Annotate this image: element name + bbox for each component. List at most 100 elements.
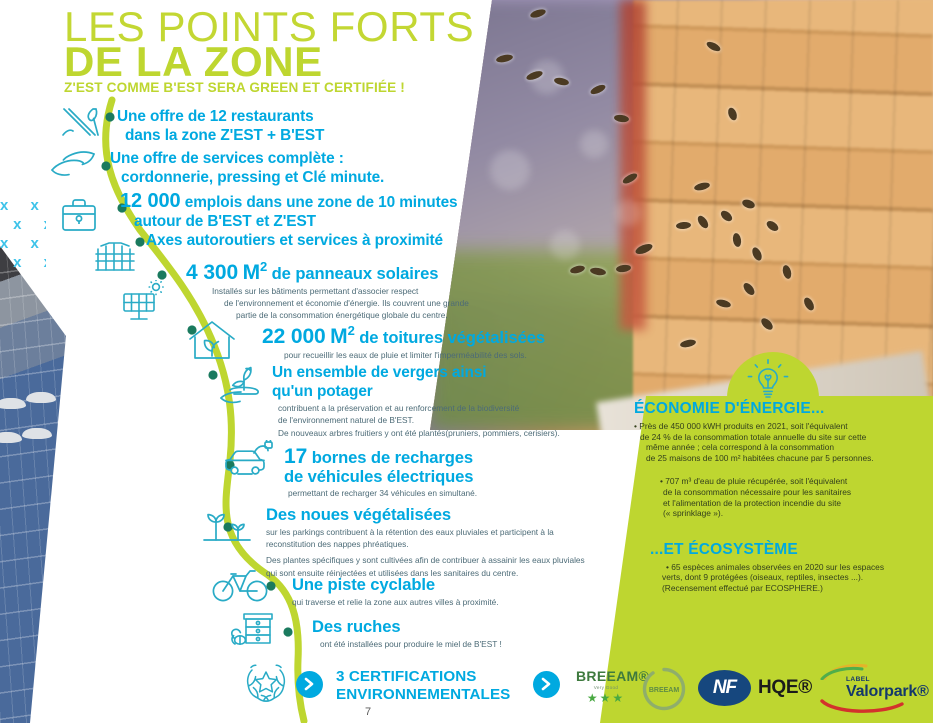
energy-p1-line4: de 25 maisons de 100 m² habitées chacune…: [646, 452, 874, 463]
x-pattern-decoration: x x x x x x x x: [0, 197, 46, 271]
hand-service-icon: [50, 150, 96, 178]
point-restaurants-line2: dans la zone Z'EST + B'EST: [125, 126, 325, 144]
certifications-label: 3 CERTIFICATIONS ENVIRONNEMENTALES: [336, 668, 510, 704]
solar-panel-photo: [0, 246, 66, 723]
point-orchards: Un ensemble de vergers ainsi qu'un potag…: [272, 364, 560, 438]
point-jobs-number: 12 000: [120, 190, 181, 212]
page-subtitle: Z'EST COMME B'EST SERA GREEN ET CERTIFIÉ…: [64, 80, 405, 95]
valorpark-swoosh-bottom: [820, 699, 904, 713]
svg-text:BREEAM: BREEAM: [649, 687, 680, 694]
hqe-wordmark: HQE®: [758, 677, 812, 698]
page-number: 7: [365, 706, 372, 718]
point-charging: 17 bornes de recharges de véhicules élec…: [284, 445, 478, 498]
sprout-hand-icon: [218, 360, 270, 408]
certifications-arrow-button-2[interactable]: [533, 671, 560, 698]
certifications-label-line2: ENVIRONNEMENTALES: [336, 686, 511, 703]
breeam-rating: Very Good: [593, 685, 619, 690]
bicycle-icon: [212, 566, 268, 604]
point-swales-heading: Des noues végétalisées: [266, 505, 452, 524]
certifications-arrow-button-1[interactable]: [296, 671, 323, 698]
point-jobs-line2: autour de B'EST et Z'EST: [134, 212, 316, 230]
energy-p2-line3: et l'alimentation de la protection incen…: [663, 497, 842, 508]
point-services-line1: Une offre de services complète :: [110, 150, 344, 167]
breeam-logo: BREEAM® Very Good ★★★: [576, 668, 650, 705]
electric-car-icon: [224, 440, 276, 482]
point-solar-number: 4 300: [186, 261, 239, 284]
point-solar-body-3: partie de la consommation énergétique gl…: [236, 310, 448, 321]
ecosystem-heading: ...ET ÉCOSYSTÈME: [650, 540, 798, 558]
point-solar-body-2: de l'environnement et économie d'énergie…: [224, 297, 469, 308]
point-jobs: 12 000 emplois dans une zone de 10 minut…: [120, 190, 458, 231]
point-green-roofs: 22 000 M2 de toitures végétalisées pour …: [262, 322, 545, 360]
point-orchards-body-3: De nouveaux arbres fruitiers y ont été p…: [278, 427, 560, 438]
nf-hqe-logo: NF HQE®: [698, 670, 812, 706]
breeam-badge-icon: BREEAM: [640, 665, 688, 713]
point-orchards-line2: qu'un potager: [272, 382, 373, 400]
energy-p1-line3: même année ; cela correspond à la consom…: [646, 442, 835, 453]
energy-heading: ÉCONOMIE D'ÉNERGIE...: [634, 400, 825, 417]
energy-panel: [600, 396, 933, 723]
solar-panel-icon: [118, 280, 166, 324]
point-swales-body-4: qui sont ensuite réinjectées et utilisée…: [266, 567, 519, 578]
point-bike-path-heading: Une piste cyclable: [292, 575, 435, 594]
cutlery-icon: [60, 106, 102, 140]
page-title-line1: LES POINTS FORTS: [64, 3, 475, 50]
point-beehives: Des ruches ont été installées pour produ…: [312, 617, 502, 649]
point-beehives-heading: Des ruches: [312, 617, 401, 636]
beehive-photo: [430, 0, 933, 430]
page-title-line2: DE LA ZONE: [64, 38, 323, 85]
point-charging-number: 17: [284, 445, 308, 468]
point-green-roofs-heading: 22 000 M2 de toitures végétalisées: [262, 322, 545, 348]
point-swales-body-2: reconstitution des nappes phréatiques.: [266, 538, 409, 549]
point-solar-text: de panneaux solaires: [271, 264, 439, 283]
point-green-roofs-text: de toitures végétalisées: [359, 328, 545, 347]
point-solar-heading: 4 300 M2 de panneaux solaires: [186, 258, 469, 284]
energy-p3-line3: (Recensement effectué par ECOSPHERE.): [662, 582, 823, 593]
point-jobs-line1: 12 000 emplois dans une zone de 10 minut…: [120, 190, 458, 213]
point-solar: 4 300 M2 de panneaux solaires Installés …: [186, 258, 469, 321]
point-charging-body-1: permettant de recharger 34 véhicules en …: [288, 488, 478, 498]
valorpark-swoosh-top: [820, 664, 868, 680]
energy-p2-line4: (« sprinklage »).: [663, 508, 724, 519]
photo-red-post: [620, 0, 646, 330]
point-swales: Des noues végétalisées sur les parkings …: [266, 505, 585, 578]
valorpark-label: LABEL: [846, 676, 870, 683]
briefcase-icon: [60, 196, 98, 234]
beehive-icon: [226, 608, 282, 656]
energy-p3-line1: • 65 espèces animales observées en 2020 …: [666, 561, 885, 572]
energy-p2-line2: de la consommation nécessaire pour les s…: [663, 486, 852, 497]
point-swales-body-3: Des plantes spécifiques y sont cultivées…: [266, 555, 585, 566]
certifications-label-line1: 3 CERTIFICATIONS: [336, 668, 477, 685]
energy-p1-line2: de 24 % de la consommation totale annuel…: [640, 431, 867, 442]
energy-paragraph-1: • Près de 450 000 kWH produits en 2021, …: [632, 421, 927, 463]
nf-badge: NF: [698, 670, 751, 706]
laurel-star-icon: [238, 658, 294, 710]
energy-p1-line1: • Près de 450 000 kWH produits en 2021, …: [634, 421, 848, 431]
point-green-roofs-body-1: pour recueillir les eaux de pluie et lim…: [284, 349, 527, 360]
breeam-wordmark: BREEAM®: [576, 668, 650, 684]
point-highways-line1: Axes autoroutiers et services à proximit…: [146, 232, 444, 249]
point-solar-body-1: Installés sur les bâtiments permettant d…: [212, 285, 419, 296]
highway-icon: [95, 240, 135, 272]
valorpark-logo: LABEL Valorpark®: [818, 664, 929, 713]
point-services-line2: cordonnerie, pressing et Clé minute.: [121, 168, 385, 186]
point-orchards-line1: Un ensemble de vergers ainsi: [272, 364, 487, 381]
point-beehives-body-1: ont été installées pour produire le miel…: [320, 638, 502, 649]
point-bike-path: Une piste cyclable qui traverse et relie…: [292, 575, 499, 607]
point-services: Une offre de services complète : cordonn…: [110, 150, 384, 187]
lightbulb-icon: [744, 358, 792, 402]
energy-panel-content: ÉCONOMIE D'ÉNERGIE... • Près de 450 000 …: [632, 400, 927, 594]
point-orchards-body-2: de l'environnement naturel de B'EST.: [278, 415, 414, 426]
energy-p3-line2: verts, dont 9 protégées (oiseaux, reptil…: [662, 572, 864, 583]
point-charging-line2: de véhicules électriques: [284, 466, 474, 486]
point-charging-line1: 17 bornes de recharges: [284, 445, 477, 468]
valorpark-wordmark: Valorpark®: [846, 683, 929, 700]
point-jobs-text: emplois dans une zone de 10 minutes: [184, 194, 458, 211]
green-roof-house-icon: [186, 318, 238, 362]
point-restaurants: Une offre de 12 restaurants dans la zone…: [117, 108, 324, 145]
energy-paragraph-3: • 65 espèces animales observées en 2020 …: [632, 562, 927, 594]
point-restaurants-line1: Une offre de 12 restaurants: [117, 108, 314, 125]
point-bike-path-body-1: qui traverse et relie la zone aux autres…: [292, 596, 499, 607]
point-green-roofs-unit: M2: [330, 323, 355, 348]
